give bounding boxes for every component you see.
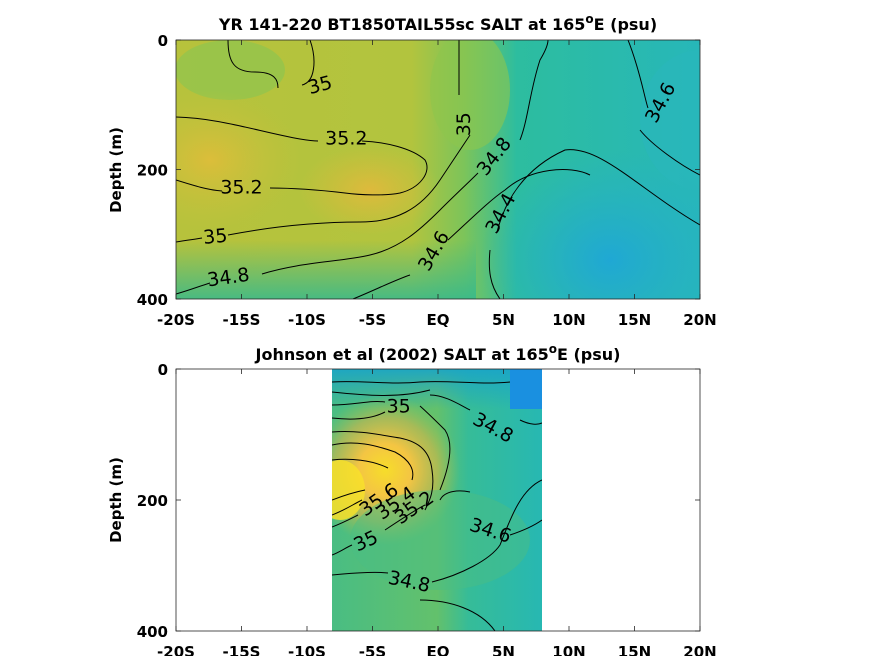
y-tick-label: 400 (137, 623, 168, 641)
y-tick-label: 400 (137, 291, 168, 309)
panel1-y-label: Depth (m) (107, 127, 125, 213)
x-tick-label: 20N (683, 643, 716, 656)
obs-contour-35.6 (332, 458, 389, 469)
contour-label: 35 (387, 395, 411, 417)
obs-contour-34.6-top (332, 381, 511, 396)
x-tick-label: 10N (552, 311, 585, 329)
panel-model: YR 141-220 BT1850TAIL55sc SALT at 165oE … (107, 12, 717, 329)
contour-label: 35 (202, 225, 228, 249)
y-tick-label: 200 (137, 492, 168, 510)
panel2-y-ticks: 0 200 400 (137, 361, 700, 641)
contour-label: 35 (453, 112, 475, 136)
panel1-title: YR 141-220 BT1850TAIL55sc SALT at 165oE … (218, 12, 657, 34)
obs-contour-34.8-lower (332, 479, 542, 583)
x-tick-label: 15N (618, 311, 651, 329)
x-tick-label: -5S (359, 643, 386, 656)
contour-35.2-lower (176, 179, 223, 192)
x-tick-label: -10S (288, 643, 326, 656)
x-tick-label: -20S (157, 643, 195, 656)
x-tick-label: 15N (618, 643, 651, 656)
y-tick-label: 200 (137, 162, 168, 180)
x-tick-label: -20S (157, 311, 195, 329)
x-tick-label: -15S (223, 643, 261, 656)
x-tick-label: 5N (492, 311, 515, 329)
y-tick-label: 0 (158, 361, 168, 379)
contour-label: 35.2 (325, 127, 367, 149)
panel-observed: Johnson et al (2002) SALT at 165oE (psu)… (107, 342, 717, 656)
contour-label: 35.2 (220, 177, 262, 199)
panel2-x-ticks: -20S -15S -10S -5S EQ 5N 10N 15N 20N (157, 369, 717, 656)
obs-contour-inner (332, 489, 366, 528)
obs-contour-34.8-top (332, 394, 542, 425)
obs-contour-34.6-lower (419, 490, 542, 631)
contour-35.2-upper (176, 116, 428, 196)
contour-34.4 (488, 149, 700, 299)
panel2-title: Johnson et al (2002) SALT at 165oE (psu) (255, 342, 621, 364)
obs-contour-35.2 (332, 431, 434, 511)
panel1-y-ticks: 0 200 400 (137, 32, 700, 309)
y-tick-label: 0 (158, 32, 168, 50)
contour-35 (176, 40, 471, 243)
x-tick-label: -10S (288, 311, 326, 329)
x-tick-label: EQ (427, 311, 450, 329)
x-tick-label: 5N (492, 643, 515, 656)
x-tick-label: EQ (427, 643, 450, 656)
obs-contour-35.4 (332, 442, 414, 481)
obs-contour-35-lower (332, 504, 426, 556)
contour-34.8 (176, 40, 549, 295)
x-tick-label: -5S (359, 311, 386, 329)
contour-35-top (227, 40, 315, 89)
panel2-y-label: Depth (m) (107, 457, 125, 543)
contour-34.6 (352, 169, 591, 299)
x-tick-label: -15S (223, 311, 261, 329)
panel1-x-ticks: -20S -15S -10S -5S EQ 5N 10N 15N 20N (157, 40, 717, 329)
x-tick-label: 20N (683, 311, 716, 329)
x-tick-label: 10N (552, 643, 585, 656)
obs-contour-35 (332, 405, 451, 491)
contour-34.6-right (627, 40, 700, 176)
